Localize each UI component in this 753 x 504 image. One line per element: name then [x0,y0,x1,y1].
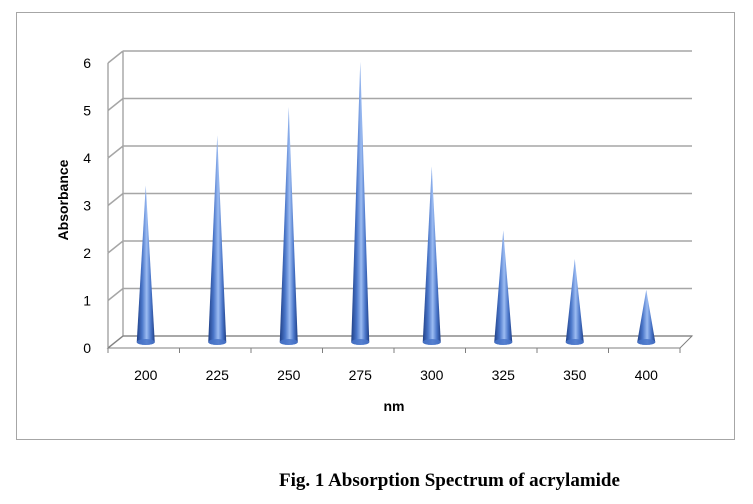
y-tick-label: 6 [83,55,91,71]
cone-base [494,339,513,345]
absorbance-chart: 0 1 2 3 4 5 6 200 225 250 275 300 325 350 400 nm Absorba… [55,50,694,414]
cone-body [279,106,298,345]
cone-bar [637,289,656,345]
y-tick-label: 0 [83,340,91,356]
cone-body [637,289,656,345]
figure-caption: Fig. 1 Absorption Spectrum of acrylamide [279,470,620,491]
cone-body [565,258,584,345]
x-tick-label: 325 [492,367,516,383]
y-tick-label: 2 [83,245,91,261]
cone-base [637,339,656,345]
x-tick-label: 350 [563,367,587,383]
y-axis-title: Absorbance [55,159,71,240]
cone-base [351,339,370,345]
cone-base [136,339,155,345]
cone-body [494,230,513,345]
x-tick-label: 250 [277,367,301,383]
cone-bar [208,135,227,345]
gridline-depth [107,192,124,207]
cone-body [351,61,370,345]
gridline-depth [107,240,124,254]
cone-bar [136,185,155,345]
x-tick-label: 275 [349,367,373,383]
cone-bar [279,106,298,345]
cone-base [279,339,298,345]
cone-body [208,135,227,345]
cone-body [136,185,155,345]
x-tick-label: 200 [134,367,158,383]
y-tick-label: 5 [83,103,91,119]
gridline-depth [107,50,124,64]
x-tick-label: 400 [635,367,659,383]
cone-base [565,339,584,345]
cone-bar [565,258,584,345]
x-axis-title: nm [384,398,405,414]
cone-base [422,339,441,345]
floor [106,335,694,349]
cone-bar [422,166,441,345]
cone-base [208,339,227,345]
cone-bar [494,230,513,345]
cone-body [422,166,441,345]
x-tick-label: 300 [420,367,444,383]
cone-bar [351,61,370,345]
y-tick-label: 3 [83,198,91,214]
x-tick-label: 225 [206,367,230,383]
y-tick-label: 1 [83,293,91,309]
chart-area: 0 1 2 3 4 5 6 200 225 250 275 300 325 350 400 nm Absorba… [16,12,735,440]
y-tick-label: 4 [83,150,91,166]
gridline-depth [107,97,124,112]
gridline-depth [107,145,124,159]
gridline-depth [107,287,124,302]
